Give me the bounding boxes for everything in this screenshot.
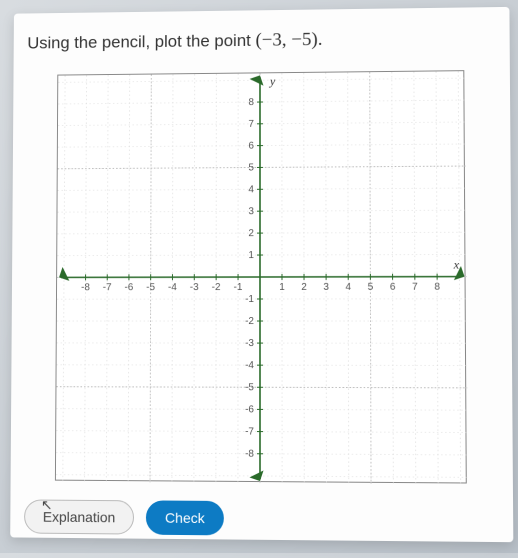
coordinate-plane[interactable]: -8 -7 -6 -5 -4 -3 -2 -1 1 2 3 4 5 6 7 8 -8 -7 -6 -5 -4 -3 -2 -1… [55, 70, 467, 483]
svg-text:-5: -5 [245, 382, 254, 393]
svg-text:4: 4 [248, 184, 254, 195]
svg-text:4: 4 [345, 281, 351, 292]
svg-text:6: 6 [249, 140, 255, 151]
check-label: Check [165, 510, 205, 526]
svg-text:-6: -6 [245, 404, 254, 415]
svg-text:5: 5 [368, 281, 374, 292]
svg-text:-2: -2 [212, 282, 221, 293]
svg-text:1: 1 [248, 250, 254, 261]
svg-text:-1: -1 [245, 294, 254, 305]
svg-text:7: 7 [249, 118, 255, 129]
svg-text:x: x [453, 257, 460, 271]
svg-text:3: 3 [248, 206, 254, 217]
question-prompt: Using the pencil, plot the point (−3, −5… [27, 25, 495, 57]
action-buttons: ↖ Explanation Check [24, 499, 224, 535]
worksheet-page: Using the pencil, plot the point (−3, −5… [10, 7, 513, 542]
explanation-label: Explanation [43, 509, 116, 526]
grid-svg: -8 -7 -6 -5 -4 -3 -2 -1 1 2 3 4 5 6 7 8 -8 -7 -6 -5 -4 -3 -2 -1… [56, 71, 468, 484]
explanation-button[interactable]: ↖ Explanation [24, 499, 134, 534]
svg-text:-4: -4 [168, 282, 177, 293]
svg-text:-6: -6 [124, 282, 133, 293]
svg-text:-3: -3 [245, 338, 254, 349]
svg-text:8: 8 [434, 281, 440, 292]
svg-text:6: 6 [390, 281, 396, 292]
svg-text:y: y [269, 74, 276, 88]
svg-text:-4: -4 [245, 360, 254, 371]
svg-text:1: 1 [279, 281, 285, 292]
svg-text:-2: -2 [245, 316, 254, 327]
svg-text:-7: -7 [103, 282, 112, 293]
svg-text:2: 2 [248, 228, 254, 239]
prompt-text: Using the pencil, plot the point [27, 31, 255, 52]
check-button[interactable]: Check [146, 500, 224, 535]
svg-text:7: 7 [412, 281, 418, 292]
svg-text:-7: -7 [245, 426, 254, 437]
svg-text:-1: -1 [234, 282, 243, 293]
svg-text:5: 5 [248, 162, 254, 173]
svg-text:2: 2 [301, 281, 307, 292]
svg-text:8: 8 [249, 97, 255, 108]
svg-text:3: 3 [323, 281, 329, 292]
svg-text:-8: -8 [245, 448, 254, 459]
prompt-coordinate: (−3, −5). [256, 29, 323, 51]
svg-text:-8: -8 [81, 282, 90, 293]
svg-text:-5: -5 [146, 282, 155, 293]
svg-text:-3: -3 [190, 282, 199, 293]
